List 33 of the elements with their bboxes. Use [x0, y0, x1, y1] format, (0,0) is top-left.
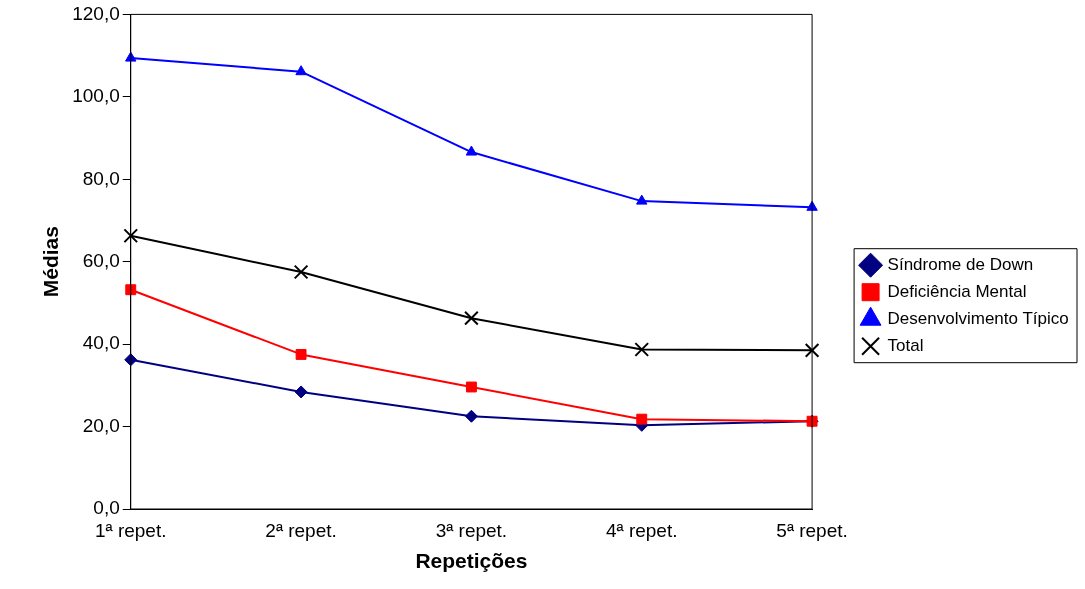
point: [634, 342, 650, 357]
point: [464, 310, 479, 326]
y-tick-label: 20,0: [82, 414, 120, 436]
point: [295, 65, 307, 76]
point: [123, 228, 139, 244]
y-tick-label: 120,0: [72, 2, 120, 24]
x-tick-label: 3ª repet.: [435, 519, 508, 541]
point: [295, 348, 307, 360]
x-tick-label: 2ª repet.: [265, 519, 337, 541]
y-axis-title: Médias: [39, 226, 63, 298]
point: [465, 381, 477, 393]
point: [293, 264, 309, 280]
point: [125, 284, 137, 296]
y-tick-label: 40,0: [82, 332, 120, 354]
point: [464, 409, 478, 423]
y-tick-label: 80,0: [82, 167, 120, 189]
y-tick-label: 0,0: [93, 497, 120, 519]
point: [804, 342, 820, 358]
point: [125, 51, 137, 62]
legend-label: Síndrome de Down: [887, 254, 1034, 274]
point: [636, 194, 648, 205]
x-tick-label: 5ª repet.: [776, 519, 848, 541]
x-tick-label: 1ª repet.: [95, 519, 167, 541]
point: [465, 145, 478, 156]
x-axis-title: Repetições: [415, 549, 528, 573]
point: [294, 385, 308, 399]
x-tick-label: 4ª repet.: [606, 519, 678, 541]
legend-label: Desenvolvimento Típico: [887, 308, 1069, 328]
y-tick-label: 100,0: [72, 85, 120, 107]
legend-label: Total: [887, 335, 924, 355]
y-tick-label: 60,0: [82, 249, 120, 271]
point: [636, 413, 648, 425]
legend-label: Deficiência Mental: [887, 281, 1027, 301]
